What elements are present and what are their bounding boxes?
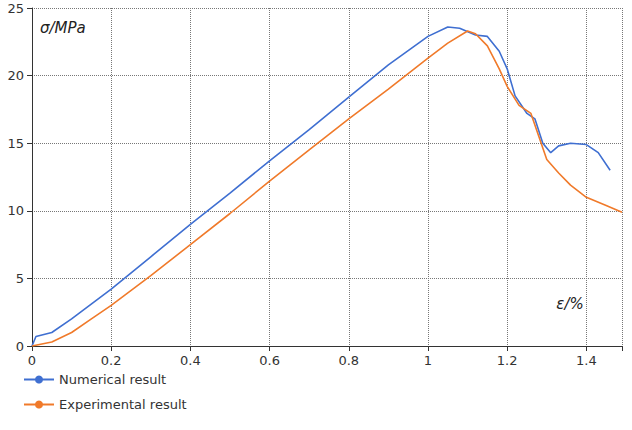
svg-text:1.2: 1.2 [497, 353, 518, 368]
svg-text:0.2: 0.2 [101, 353, 122, 368]
svg-text:0.8: 0.8 [338, 353, 359, 368]
svg-text:Numerical result: Numerical result [59, 372, 166, 387]
svg-text:σ/MPa: σ/MPa [40, 19, 86, 37]
svg-text:0: 0 [16, 339, 24, 354]
svg-text:25: 25 [7, 1, 24, 16]
svg-text:Experimental result: Experimental result [59, 397, 187, 412]
svg-text:5: 5 [16, 271, 24, 286]
svg-text:1.4: 1.4 [576, 353, 597, 368]
svg-text:0.6: 0.6 [259, 353, 280, 368]
svg-text:10: 10 [7, 203, 24, 218]
svg-text:ε/%: ε/% [556, 295, 583, 313]
svg-text:0: 0 [28, 353, 36, 368]
svg-text:0.4: 0.4 [180, 353, 201, 368]
svg-text:15: 15 [7, 136, 24, 151]
svg-text:1: 1 [424, 353, 432, 368]
svg-text:20: 20 [7, 68, 24, 83]
